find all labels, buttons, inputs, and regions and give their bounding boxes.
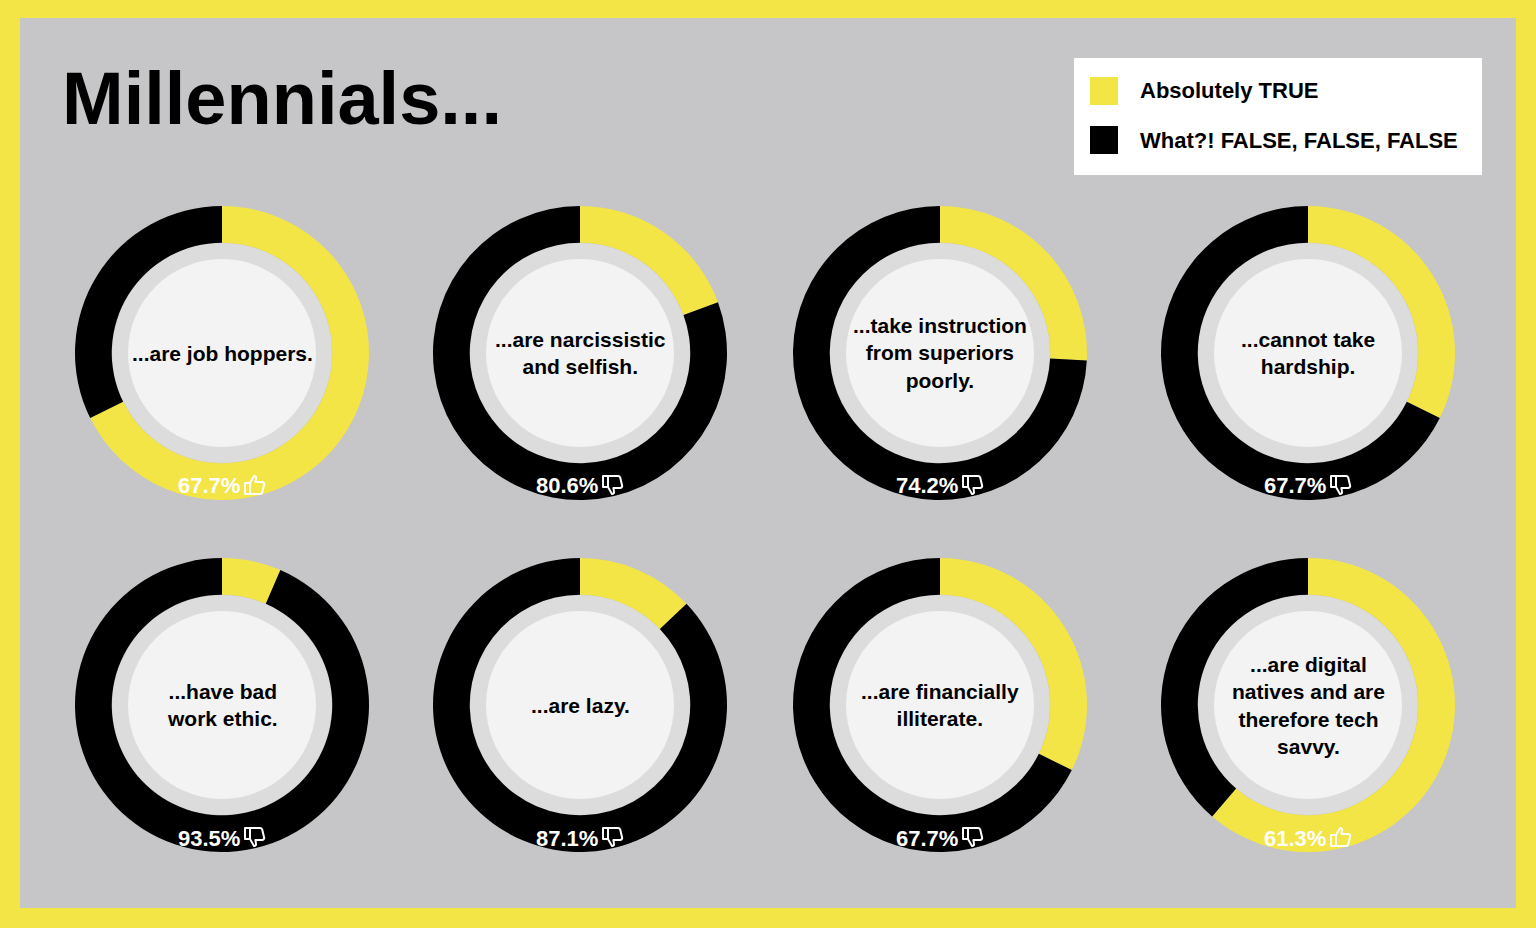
svg-text:80.6%: 80.6% — [536, 473, 598, 498]
svg-text:67.7%: 67.7% — [896, 826, 958, 851]
svg-text:67.7%: 67.7% — [1264, 473, 1326, 498]
svg-text:61.3%: 61.3% — [1264, 826, 1326, 851]
svg-text:What?! FALSE, FALSE, FALSE: What?! FALSE, FALSE, FALSE — [1140, 128, 1458, 153]
svg-text:87.1%: 87.1% — [536, 826, 598, 851]
svg-text:...take instructionfrom superi: ...take instructionfrom superiorspoorly. — [853, 314, 1027, 392]
svg-text:Absolutely TRUE: Absolutely TRUE — [1140, 78, 1318, 103]
svg-text:...cannot takehardship.: ...cannot takehardship. — [1241, 328, 1375, 378]
svg-text:...are digitalnatives and aret: ...are digitalnatives and aretherefore t… — [1232, 653, 1385, 758]
svg-text:...are narcissisticand selfish: ...are narcissisticand selfish. — [495, 328, 666, 378]
svg-text:Millennials...: Millennials... — [62, 57, 502, 140]
svg-text:...are job hoppers.: ...are job hoppers. — [132, 342, 313, 365]
svg-text:74.2%: 74.2% — [896, 473, 958, 498]
svg-text:67.7%: 67.7% — [178, 473, 240, 498]
svg-text:...are lazy.: ...are lazy. — [531, 694, 630, 717]
svg-text:93.5%: 93.5% — [178, 826, 240, 851]
svg-text:...have badwork ethic.: ...have badwork ethic. — [167, 680, 278, 730]
svg-text:...are financiallyilliterate.: ...are financiallyilliterate. — [861, 680, 1019, 730]
